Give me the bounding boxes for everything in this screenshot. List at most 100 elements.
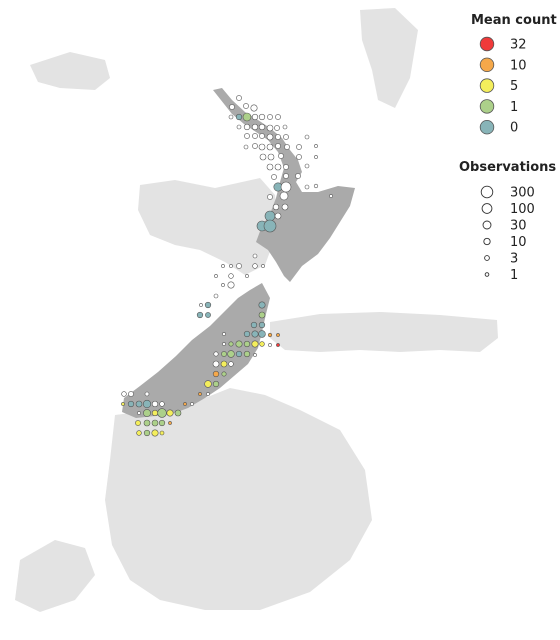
- observation-site: [166, 409, 174, 417]
- observation-site: [135, 400, 143, 408]
- observation-site: [213, 293, 219, 299]
- observation-site: [243, 350, 251, 358]
- observation-site: [259, 153, 267, 161]
- legend-mean-swatch: [479, 57, 495, 73]
- observation-site: [228, 361, 234, 367]
- observation-site: [135, 420, 141, 426]
- observation-site: [266, 143, 274, 151]
- legend-obs-label: 100: [510, 202, 535, 217]
- observation-site: [235, 350, 243, 358]
- observation-site: [229, 104, 235, 110]
- land-southwest-arm: [15, 540, 95, 612]
- observation-site: [204, 380, 212, 388]
- legend-mean-label: 1: [510, 100, 518, 115]
- observation-site: [196, 311, 204, 319]
- observation-site: [251, 113, 259, 121]
- observation-site: [282, 124, 288, 130]
- observation-site: [136, 430, 142, 436]
- observation-site: [259, 341, 265, 347]
- observation-site: [221, 283, 225, 287]
- observation-site: [157, 408, 167, 418]
- observation-site: [284, 144, 290, 150]
- observation-site: [251, 340, 259, 348]
- legend-obs-circle: [484, 272, 490, 277]
- legend-obs-label: 10: [510, 235, 527, 250]
- observation-site: [143, 429, 151, 437]
- legend-mean-swatch: [479, 99, 495, 114]
- observation-site: [252, 143, 258, 149]
- observation-site: [236, 95, 242, 101]
- observation-site: [251, 123, 259, 131]
- observation-site: [279, 191, 289, 201]
- observation-site: [159, 430, 165, 436]
- observation-site: [295, 173, 301, 179]
- observation-site: [143, 409, 151, 417]
- observation-site: [144, 391, 150, 397]
- observation-site: [206, 392, 210, 396]
- observation-site: [271, 174, 277, 180]
- observation-site: [276, 333, 280, 337]
- land-northeast-island: [360, 8, 418, 108]
- observation-site: [252, 263, 258, 269]
- legend-obs-circle: [482, 220, 492, 230]
- observation-site: [266, 124, 274, 132]
- observation-site: [151, 400, 159, 408]
- land-south-large: [105, 388, 372, 610]
- legend-obs-circle: [480, 185, 494, 199]
- legend-obs-label: 300: [510, 186, 535, 201]
- legend-mean-label: 0: [510, 121, 518, 136]
- observation-site: [314, 155, 318, 159]
- observation-site: [220, 360, 228, 368]
- observation-site: [221, 351, 227, 357]
- observation-site: [222, 332, 226, 336]
- observation-site: [228, 114, 234, 120]
- observation-site: [274, 163, 282, 171]
- south-island: [122, 283, 270, 418]
- observation-site: [263, 219, 277, 233]
- observation-site: [259, 133, 265, 139]
- observation-site: [212, 380, 220, 388]
- observation-site: [143, 419, 151, 427]
- observation-site: [243, 330, 251, 338]
- observation-site: [329, 194, 333, 198]
- observation-site: [314, 144, 318, 148]
- observation-site: [251, 330, 259, 338]
- observation-site: [283, 164, 289, 170]
- observation-site: [137, 411, 141, 415]
- observation-site: [168, 421, 172, 425]
- observation-site: [258, 123, 266, 131]
- background-land: [15, 8, 498, 612]
- observation-site: [296, 154, 302, 160]
- observation-site: [252, 253, 258, 259]
- observation-site: [212, 370, 220, 378]
- legend-obs-title: Observations: [459, 160, 556, 175]
- legend-mean-swatch: [479, 78, 495, 93]
- observation-site: [283, 134, 289, 140]
- legend-mean-title: Mean count: [471, 13, 557, 28]
- legend-obs-circle: [483, 237, 491, 246]
- legend-obs-label: 3: [510, 252, 518, 267]
- observation-site: [267, 194, 273, 200]
- observation-site: [283, 173, 289, 179]
- observation-site: [258, 311, 266, 319]
- legend-obs-label: 30: [510, 219, 527, 234]
- observation-site: [183, 402, 187, 406]
- observation-site: [267, 114, 273, 120]
- observation-site: [267, 153, 275, 161]
- observation-site: [229, 264, 233, 268]
- observation-site: [235, 340, 243, 348]
- observation-site: [250, 104, 258, 112]
- observation-site: [204, 301, 212, 309]
- observation-site: [213, 351, 219, 357]
- observation-site: [252, 133, 258, 139]
- legend-mean-label: 10: [510, 58, 527, 73]
- observation-site: [261, 264, 265, 268]
- observation-site: [244, 133, 250, 139]
- observation-site: [151, 409, 159, 417]
- legend-obs-circle: [484, 255, 490, 261]
- observation-site: [296, 144, 302, 150]
